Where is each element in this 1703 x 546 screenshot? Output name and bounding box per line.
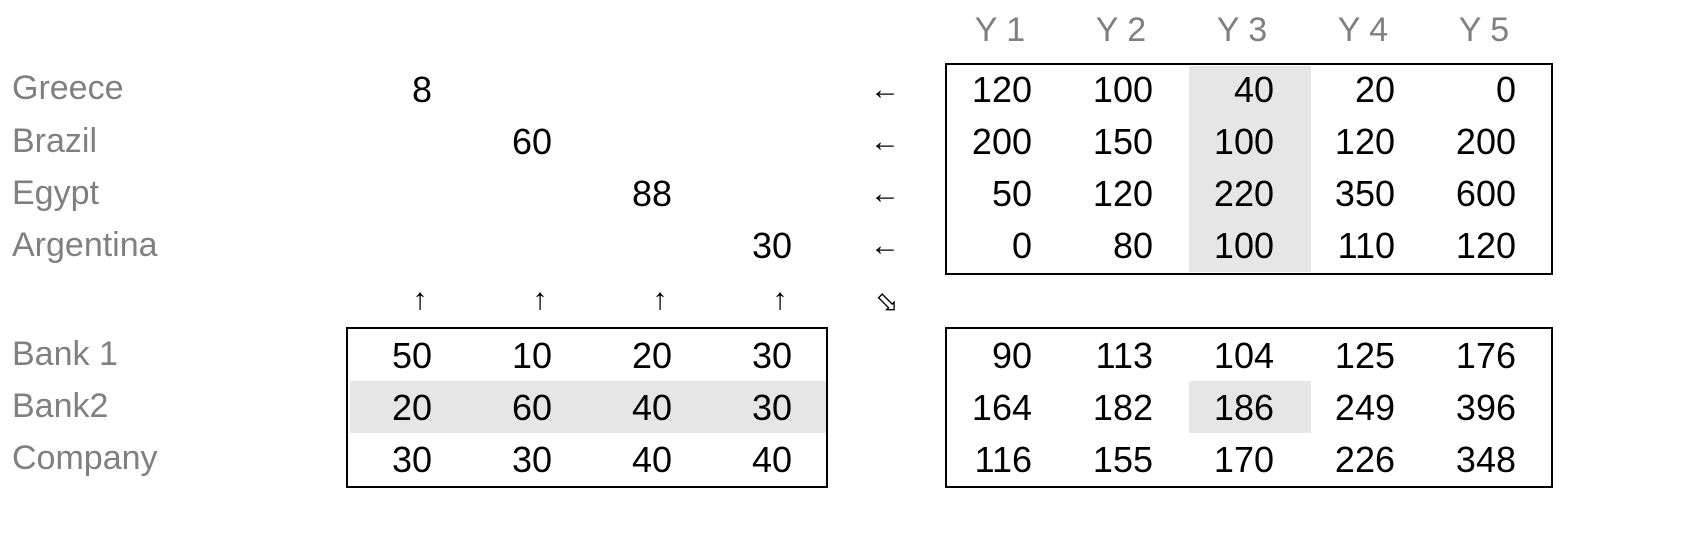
matrix-cell: 200 xyxy=(971,121,1032,162)
bank2-row-highlight xyxy=(350,381,826,433)
up-arrow-icon: ↑ xyxy=(412,283,428,316)
matrix-cell: 100 xyxy=(1213,225,1274,266)
weight-cell: 30 xyxy=(751,387,792,428)
weight-cell: 60 xyxy=(511,387,552,428)
result-cell: 155 xyxy=(1092,439,1153,480)
up-arrow-icon: ↑ xyxy=(652,283,668,316)
weight-cell: 40 xyxy=(631,439,672,480)
matrix-cell: 220 xyxy=(1213,173,1274,214)
weight-cell: 40 xyxy=(751,439,792,480)
country-value: 60 xyxy=(511,121,552,162)
matrix-cell: 0 xyxy=(1011,225,1032,266)
holder-weights-box xyxy=(346,327,828,488)
weight-cell: 30 xyxy=(511,439,552,480)
matrix-cell: 110 xyxy=(1337,225,1395,266)
year-header: Y 3 xyxy=(1216,11,1268,49)
year-header: Y 1 xyxy=(974,11,1026,49)
matrix-cell: 40 xyxy=(1233,69,1274,110)
matrix-cell: 120 xyxy=(1455,225,1516,266)
y3-column-highlight xyxy=(1189,66,1311,272)
result-cell: 249 xyxy=(1334,387,1395,428)
matrix-cell: 120 xyxy=(1334,121,1395,162)
result-cell: 226 xyxy=(1334,439,1395,480)
matrix-cell: 350 xyxy=(1334,173,1395,214)
result-cell: 170 xyxy=(1213,439,1274,480)
left-arrow-icon: ← xyxy=(870,73,900,106)
country-label: Greece xyxy=(12,69,124,107)
result-cell: 186 xyxy=(1213,387,1274,428)
holder-label: Bank 1 xyxy=(12,335,118,373)
country-value: 8 xyxy=(411,69,432,110)
matrix-cell: 120 xyxy=(1092,173,1153,214)
matrix-cell: 50 xyxy=(991,173,1032,214)
matrix-cell: 0 xyxy=(1495,69,1516,110)
result-cell: 182 xyxy=(1092,387,1153,428)
matrix-cell: 600 xyxy=(1455,173,1516,214)
matrix-cell: 150 xyxy=(1092,121,1153,162)
country-label: Egypt xyxy=(12,174,99,212)
left-arrow-icon: ← xyxy=(870,125,900,158)
country-label: Argentina xyxy=(12,226,158,264)
result-cell: 396 xyxy=(1455,387,1516,428)
weight-cell: 30 xyxy=(751,335,792,376)
year-header: Y 4 xyxy=(1337,11,1389,49)
matrix-cell: 20 xyxy=(1354,69,1395,110)
result-cell: 164 xyxy=(971,387,1032,428)
result-cell: 176 xyxy=(1455,335,1516,376)
country-value: 30 xyxy=(751,225,792,266)
result-cell: 104 xyxy=(1213,335,1274,376)
weight-cell: 20 xyxy=(631,335,672,376)
holder-label: Bank2 xyxy=(12,387,109,425)
matrix-cell: 100 xyxy=(1213,121,1274,162)
country-label: Brazil xyxy=(12,122,98,160)
holder-label: Company xyxy=(12,439,158,477)
weight-cell: 50 xyxy=(391,335,432,376)
left-arrow-icon: ← xyxy=(870,229,900,262)
country-matrix-box xyxy=(945,63,1553,275)
weight-cell: 10 xyxy=(511,335,552,376)
up-arrow-icon: ↑ xyxy=(772,283,788,316)
bank2-y3-highlight xyxy=(1189,381,1311,433)
result-cell: 116 xyxy=(974,439,1032,480)
year-header: Y 2 xyxy=(1095,11,1147,49)
left-arrow-icon: ← xyxy=(870,177,900,210)
matrix-cell: 200 xyxy=(1455,121,1516,162)
matrix-cell: 100 xyxy=(1092,69,1153,110)
weight-cell: 20 xyxy=(391,387,432,428)
up-arrow-icon: ↑ xyxy=(532,283,548,316)
matrix-cell: 120 xyxy=(971,69,1032,110)
weight-cell: 40 xyxy=(631,387,672,428)
result-cell: 113 xyxy=(1095,335,1153,376)
weight-cell: 30 xyxy=(391,439,432,480)
result-cell: 90 xyxy=(991,335,1032,376)
result-cell: 125 xyxy=(1334,335,1395,376)
diagonal-arrow-icon: ⬂ xyxy=(875,286,899,317)
country-value: 88 xyxy=(631,173,672,214)
result-matrix-box xyxy=(945,327,1553,488)
year-header: Y 5 xyxy=(1458,11,1510,49)
result-cell: 348 xyxy=(1455,439,1516,480)
matrix-cell: 80 xyxy=(1112,225,1153,266)
